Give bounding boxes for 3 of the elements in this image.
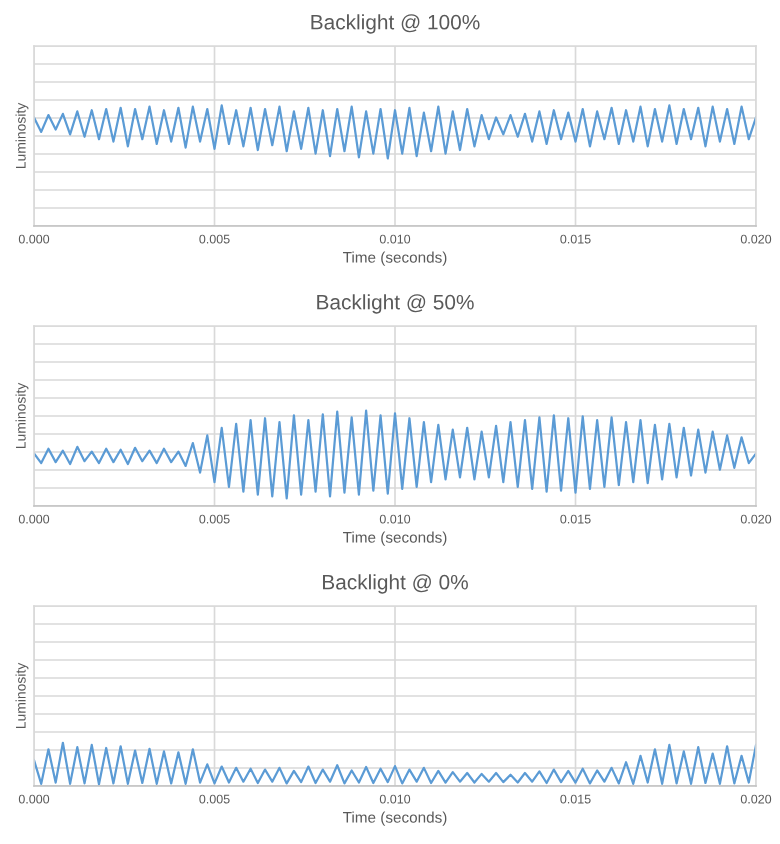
- chart-title: Backlight @ 0%: [323, 574, 468, 594]
- chart-title: Backlight @ 100%: [311, 14, 480, 34]
- chart-title: Backlight @ 50%: [317, 294, 474, 314]
